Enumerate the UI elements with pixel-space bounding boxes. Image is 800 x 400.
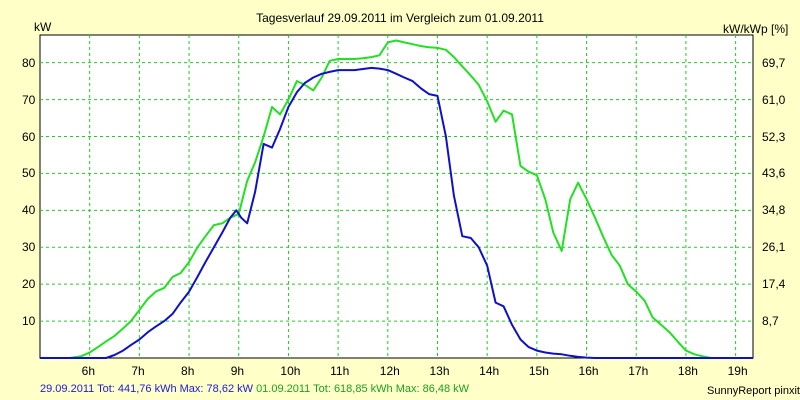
x-tick-label: 17h bbox=[628, 364, 649, 378]
y-axis-left-label: kW bbox=[34, 20, 52, 34]
legend-series-2-summary: 01.09.2011 Tot: 618,85 kWh Max: 86,48 kW bbox=[256, 383, 470, 395]
y-right-tick-label: 8,7 bbox=[762, 314, 779, 329]
x-tick-label: 12h bbox=[379, 364, 400, 378]
y-left-tick-label: 80 bbox=[22, 55, 36, 70]
y-left-tick-label: 20 bbox=[22, 277, 36, 292]
x-tick-label: 7h bbox=[131, 364, 145, 378]
y-left-tick-label: 70 bbox=[22, 92, 36, 107]
x-tick-label: 19h bbox=[727, 364, 748, 378]
legend-footer: 29.09.2011 Tot: 441,76 kWh Max: 78,62 kW… bbox=[40, 382, 469, 396]
y-left-tick-label: 40 bbox=[22, 203, 36, 218]
chart-title: Tagesverlauf 29.09.2011 im Vergleich zum… bbox=[256, 11, 544, 25]
x-tick-label: 6h bbox=[81, 364, 96, 378]
x-tick-label: 14h bbox=[479, 364, 500, 378]
legend-series-1-summary: 29.09.2011 Tot: 441,76 kWh Max: 78,62 kW bbox=[40, 383, 253, 395]
series-line-2 bbox=[40, 39, 753, 359]
y-right-tick-label: 26,1 bbox=[762, 240, 786, 255]
y-left-tick-label: 10 bbox=[22, 314, 36, 329]
x-tick-label: 18h bbox=[677, 364, 698, 378]
x-tick-label: 13h bbox=[429, 364, 450, 378]
series-line-1 bbox=[40, 66, 753, 359]
y-right-tick-label: 17,4 bbox=[762, 277, 786, 292]
y-right-tick-label: 52,3 bbox=[762, 129, 786, 144]
x-tick-label: 9h bbox=[230, 364, 245, 378]
credit-text: SunnyReport pinxit bbox=[707, 385, 800, 397]
y-left-tick-label: 50 bbox=[22, 166, 36, 181]
y-right-tick-label: 69,7 bbox=[762, 55, 786, 70]
x-tick-label: 15h bbox=[528, 364, 549, 378]
y-axis-right-label: kW/kWp [%] bbox=[723, 22, 789, 36]
x-tick-label: 8h bbox=[181, 364, 195, 378]
plot-area bbox=[39, 34, 754, 359]
y-right-tick-label: 43,6 bbox=[762, 166, 786, 181]
x-tick-label: 11h bbox=[330, 364, 350, 378]
series-lines bbox=[40, 39, 753, 359]
x-tick-label: 16h bbox=[578, 364, 599, 378]
grid-lines bbox=[40, 35, 753, 358]
y-left-tick-label: 30 bbox=[22, 240, 36, 255]
y-right-tick-label: 61,0 bbox=[762, 92, 786, 107]
y-left-tick-label: 60 bbox=[22, 129, 36, 144]
y-right-tick-label: 34,8 bbox=[762, 203, 786, 218]
x-tick-label: 10h bbox=[280, 364, 301, 378]
